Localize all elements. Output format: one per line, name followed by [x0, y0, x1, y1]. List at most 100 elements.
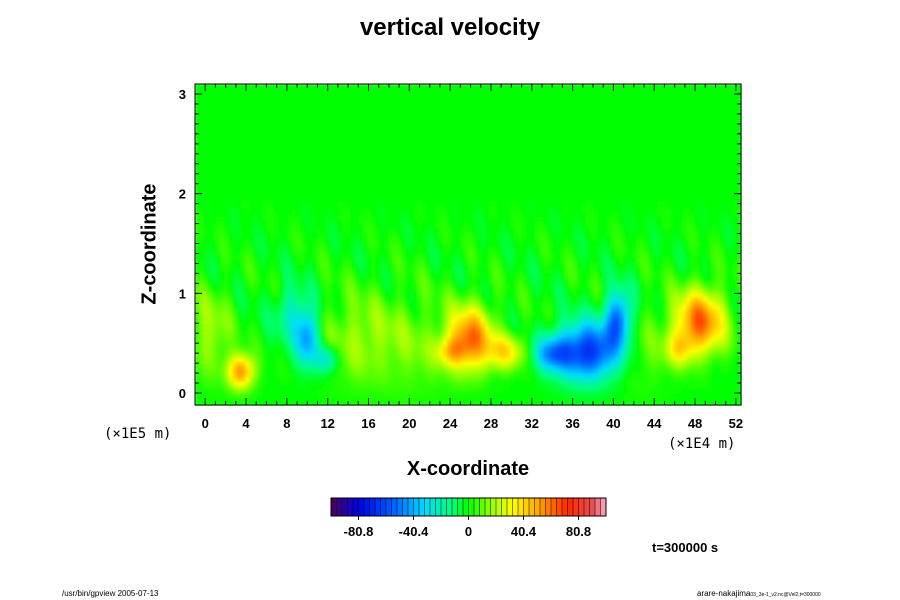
field-cell: [316, 152, 322, 157]
field-cell: [350, 148, 356, 153]
field-cell: [388, 160, 393, 165]
field-cell: [291, 348, 297, 354]
field-cell: [375, 124, 381, 129]
field-cell: [409, 208, 414, 213]
field-cell: [308, 360, 314, 366]
field-cell: [329, 224, 335, 230]
field-cell: [384, 184, 389, 189]
field-cell: [203, 332, 209, 338]
field-cell: [442, 120, 448, 125]
field-cell: [224, 320, 230, 326]
field-cell: [249, 92, 255, 97]
field-cell: [384, 200, 389, 205]
field-cell: [321, 252, 326, 258]
field-cell: [283, 268, 288, 274]
field-cell: [426, 396, 431, 402]
field-cell: [203, 212, 209, 218]
field-cell: [253, 152, 259, 157]
field-cell: [279, 260, 284, 266]
field-cell: [417, 212, 423, 218]
field-cell: [211, 308, 217, 314]
field-cell: [203, 112, 209, 117]
field-cell: [211, 196, 217, 201]
field-cell: [216, 116, 221, 121]
field-cell: [291, 260, 297, 266]
field-cell: [413, 244, 419, 250]
field-cell: [455, 360, 461, 366]
field-cell: [291, 368, 297, 374]
field-cell: [367, 240, 372, 246]
field-cell: [291, 324, 297, 330]
field-cell: [279, 148, 284, 153]
field-cell: [371, 224, 377, 230]
field-cell: [195, 352, 200, 358]
field-cell: [325, 256, 330, 262]
field-cell: [287, 300, 293, 306]
field-cell: [413, 196, 419, 201]
field-cell: [308, 152, 314, 157]
field-cell: [274, 236, 280, 242]
field-cell: [216, 340, 221, 346]
field-cell: [438, 100, 444, 105]
field-cell: [270, 256, 276, 262]
field-cell: [363, 400, 368, 406]
field-cell: [270, 396, 276, 402]
field-cell: [442, 388, 448, 394]
field-cell: [237, 232, 242, 238]
field-cell: [400, 196, 406, 201]
field-cell: [245, 312, 251, 318]
field-cell: [195, 304, 200, 310]
field-cell: [350, 316, 356, 322]
field-cell: [237, 100, 242, 105]
field-cell: [321, 324, 326, 330]
field-cell: [337, 248, 343, 254]
field-cell: [438, 208, 444, 213]
field-cell: [216, 228, 221, 234]
field-cell: [350, 276, 356, 282]
field-cell: [333, 292, 339, 298]
field-cell: [287, 176, 293, 181]
field-cell: [258, 232, 263, 238]
field-cell: [304, 236, 309, 242]
field-cell: [358, 356, 364, 362]
field-cell: [388, 180, 393, 185]
field-cell: [312, 292, 318, 298]
field-cell: [434, 360, 440, 366]
field-cell: [447, 212, 452, 218]
field-cell: [304, 380, 309, 386]
field-cell: [375, 268, 381, 274]
field-cell: [199, 224, 204, 230]
field-cell: [405, 328, 410, 334]
field-cell: [451, 328, 456, 334]
field-cell: [274, 152, 280, 157]
field-cell: [333, 272, 339, 278]
field-cell: [350, 180, 356, 185]
field-cell: [346, 208, 351, 213]
field-cell: [258, 188, 263, 193]
field-cell: [228, 188, 234, 193]
field-cell: [266, 148, 272, 153]
field-cell: [396, 296, 402, 302]
field-cell: [421, 348, 427, 354]
field-cell: [245, 208, 251, 213]
field-cell: [358, 280, 364, 286]
field-cell: [388, 356, 393, 362]
field-cell: [266, 284, 272, 290]
field-cell: [342, 176, 347, 181]
field-cell: [350, 236, 356, 242]
field-cell: [220, 264, 225, 270]
field-cell: [447, 180, 452, 185]
field-cell: [312, 384, 318, 390]
field-cell: [409, 308, 414, 314]
field-cell: [430, 320, 435, 326]
field-cell: [442, 144, 448, 149]
field-cell: [426, 216, 431, 222]
field-cell: [304, 264, 309, 270]
field-cell: [295, 228, 301, 234]
field-cell: [207, 288, 213, 294]
field-cell: [409, 228, 414, 234]
field-cell: [274, 168, 280, 173]
field-cell: [430, 244, 435, 250]
field-cell: [312, 276, 318, 282]
field-cell: [287, 252, 293, 258]
